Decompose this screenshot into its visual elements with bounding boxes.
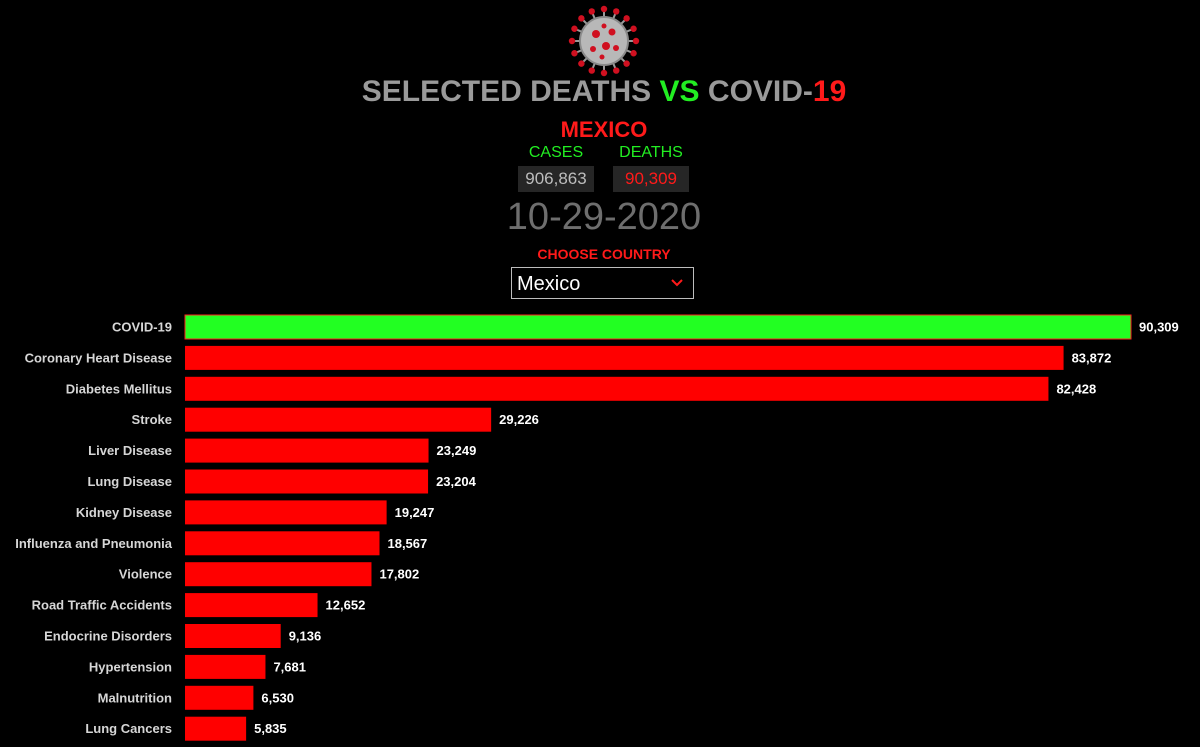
- bar-kidney-disease[interactable]: [185, 500, 387, 525]
- value-label: 6,530: [261, 690, 294, 705]
- bar-influenza-and-pneumonia[interactable]: [185, 531, 380, 556]
- bar-coronary-heart-disease[interactable]: [185, 345, 1064, 370]
- category-label: Road Traffic Accidents: [32, 598, 172, 613]
- value-label: 82,428: [1056, 381, 1096, 396]
- bar-diabetes-mellitus[interactable]: [185, 376, 1049, 401]
- bar-malnutrition[interactable]: [185, 685, 254, 710]
- coronavirus-icon: [568, 5, 640, 77]
- bar-covid-19[interactable]: [184, 314, 1132, 340]
- category-label: Lung Cancers: [85, 721, 172, 736]
- category-label: Influenza and Pneumonia: [15, 536, 173, 551]
- value-label: 23,249: [437, 443, 477, 458]
- title-covid: COVID-: [699, 75, 813, 108]
- value-label: 7,681: [273, 659, 306, 674]
- deaths-value: 90,309: [613, 166, 689, 192]
- category-label: Liver Disease: [88, 443, 172, 458]
- country-heading: MEXICO: [560, 117, 648, 142]
- category-label: Violence: [119, 567, 172, 582]
- choose-country-label: CHOOSE COUNTRY: [537, 246, 671, 262]
- value-label: 18,567: [387, 536, 427, 551]
- category-label: Malnutrition: [98, 690, 172, 705]
- title-vs: VS: [659, 75, 700, 108]
- value-label: 9,136: [289, 629, 322, 644]
- bar-stroke[interactable]: [185, 407, 492, 432]
- bar-lung-cancers[interactable]: [185, 716, 247, 741]
- value-label: 29,226: [499, 412, 539, 427]
- cases-label: CASES: [528, 144, 584, 161]
- value-label: 19,247: [395, 505, 435, 520]
- page-title: SELECTED DEATHS VS COVID-19: [0, 74, 1200, 110]
- category-label: Stroke: [132, 412, 172, 427]
- country-select[interactable]: Mexico: [511, 267, 694, 299]
- value-label: 83,872: [1072, 350, 1112, 365]
- category-label: Kidney Disease: [76, 505, 172, 520]
- bar-violence[interactable]: [185, 562, 372, 587]
- cases-value: 906,863: [518, 166, 594, 192]
- category-label: Hypertension: [89, 659, 172, 674]
- value-label: 5,835: [254, 721, 287, 736]
- chevron-down-icon: [671, 279, 683, 287]
- value-label: 12,652: [326, 598, 366, 613]
- value-label: 90,309: [1139, 320, 1179, 335]
- country-select-value: Mexico: [517, 273, 581, 295]
- report-date: 10-29-2020: [506, 196, 702, 238]
- bar-lung-disease[interactable]: [185, 469, 429, 494]
- category-label: Diabetes Mellitus: [66, 381, 172, 396]
- category-label: Endocrine Disorders: [44, 629, 172, 644]
- bar-endocrine-disorders[interactable]: [185, 624, 281, 648]
- value-label: 17,802: [379, 567, 419, 582]
- category-label: COVID-19: [112, 320, 172, 335]
- bar-road-traffic-accidents[interactable]: [185, 593, 318, 618]
- category-label: Lung Disease: [87, 474, 172, 489]
- value-label: 23,204: [436, 474, 477, 489]
- title-selected-deaths: SELECTED DEATHS: [361, 75, 660, 108]
- deaths-label: DEATHS: [619, 144, 683, 161]
- title-19: 19: [812, 75, 847, 108]
- bar-liver-disease[interactable]: [185, 438, 429, 463]
- bar-hypertension[interactable]: [185, 654, 266, 679]
- category-label: Coronary Heart Disease: [25, 350, 172, 365]
